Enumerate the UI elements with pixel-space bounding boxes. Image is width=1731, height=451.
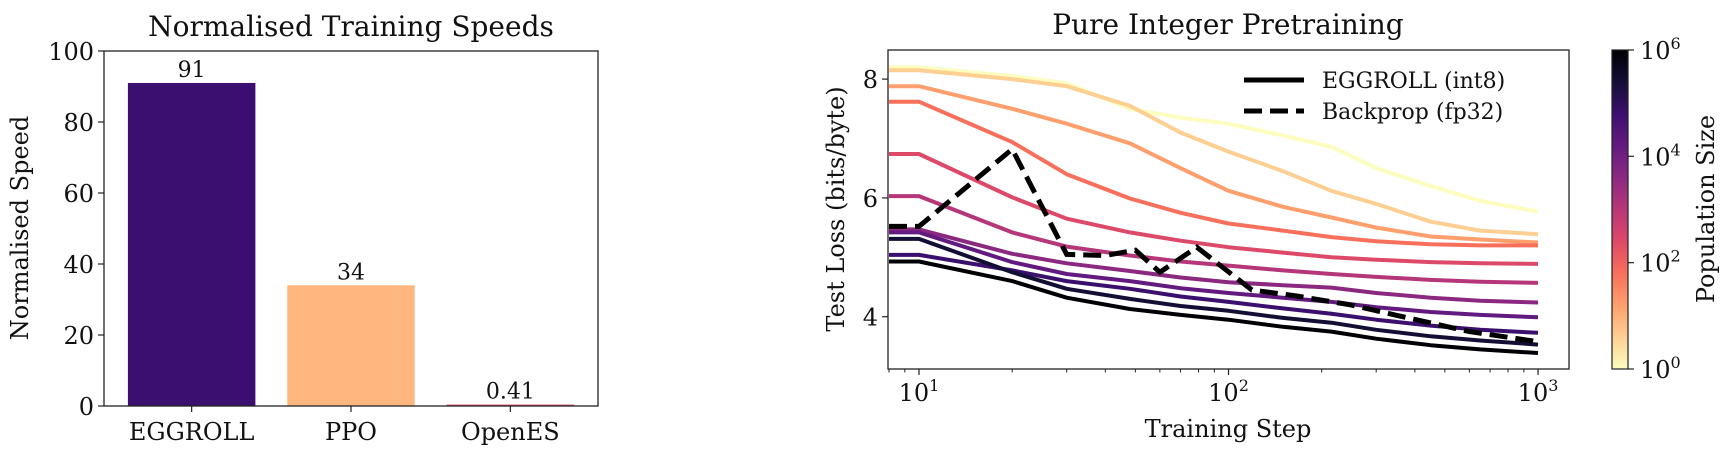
bar-value-label-ppo: 34 xyxy=(337,260,365,285)
x-tick-label-ppo: PPO xyxy=(325,418,377,446)
x-tick-label-openes: OpenES xyxy=(461,418,560,446)
legend: EGGROLL (int8) Backprop (fp32) xyxy=(1244,69,1505,125)
x-tick-label-base: 10 xyxy=(1208,379,1239,407)
colorbar-tick-label-exponent: 0 xyxy=(1671,353,1681,372)
colorbar-tick-label-exponent: 2 xyxy=(1671,247,1681,266)
line-chart-y-axis-label: Test Loss (bits/byte) xyxy=(822,86,850,331)
x-tick-label-base: 10 xyxy=(899,379,930,407)
eggroll-line-pop-64 xyxy=(889,99,1538,248)
bar-chart-y-axis-label: Normalised Speed xyxy=(6,116,34,340)
line-chart-title: Pure Integer Pretraining xyxy=(1052,8,1404,41)
eggroll-line-pop-1024 xyxy=(889,194,1539,285)
eggroll-line-pop-16384 xyxy=(889,230,1539,320)
colorbar-tick-label-base: 10 xyxy=(1640,250,1671,278)
y-tick-label: 8 xyxy=(863,66,878,94)
x-tick-label: 103 xyxy=(1518,376,1559,407)
colorbar-tick-label: 104 xyxy=(1640,140,1681,171)
eggroll-line-pop-65536 xyxy=(889,252,1539,335)
bar-chart-frame xyxy=(103,50,599,407)
colorbar-tick-label: 106 xyxy=(1640,34,1681,65)
bar-value-label-openes: 0.41 xyxy=(486,380,535,405)
backprop-line xyxy=(889,145,1539,345)
y-tick-label: 60 xyxy=(63,180,94,208)
y-tick-label: 40 xyxy=(63,251,94,279)
legend-label: EGGROLL (int8) xyxy=(1322,69,1505,94)
bar-chart-title: Normalised Training Speeds xyxy=(148,10,554,43)
y-tick-label: 6 xyxy=(863,185,878,213)
legend-label: Backprop (fp32) xyxy=(1322,100,1503,125)
eggroll-line-pop-1048576 xyxy=(889,259,1539,355)
y-tick-label: 0 xyxy=(79,393,94,421)
y-tick-label: 100 xyxy=(48,38,94,66)
colorbar-tick-label-base: 10 xyxy=(1640,143,1671,171)
x-tick-label: 101 xyxy=(899,376,940,407)
colorbar-tick-label: 102 xyxy=(1640,247,1681,278)
x-tick-label-exponent: 1 xyxy=(929,376,939,395)
eggroll-line-pop-16 xyxy=(889,84,1539,245)
colorbar-gradient xyxy=(1611,49,1629,370)
colorbar-label: Population Size xyxy=(1692,115,1720,303)
eggroll-line-pop-256 xyxy=(889,152,1539,266)
x-tick-label: 102 xyxy=(1208,376,1249,407)
colorbar-tick-label-base: 10 xyxy=(1640,356,1671,384)
colorbar-tick-label-base: 10 xyxy=(1640,37,1671,65)
colorbar-tick-label-exponent: 6 xyxy=(1671,34,1681,53)
y-tick-label: 80 xyxy=(63,109,94,137)
colorbar-tick-label: 100 xyxy=(1640,353,1681,384)
x-tick-label-exponent: 2 xyxy=(1239,376,1249,395)
colorbar-tick-label-exponent: 4 xyxy=(1671,140,1681,159)
bar-eggroll xyxy=(127,82,256,406)
bar-value-label-eggroll: 91 xyxy=(178,58,206,83)
eggroll-line-pop-1 xyxy=(889,65,1539,214)
eggroll-line-pop-4 xyxy=(889,68,1539,237)
x-tick-label-exponent: 3 xyxy=(1548,376,1558,395)
line-chart: Pure Integer Pretraining Test Loss (bits… xyxy=(822,8,1570,443)
x-tick-label-base: 10 xyxy=(1518,379,1549,407)
bar-openes xyxy=(446,404,575,407)
x-tick-label-eggroll: EGGROLL xyxy=(129,418,255,446)
eggroll-line-pop-262144 xyxy=(889,236,1539,347)
y-tick-label: 4 xyxy=(863,304,878,332)
bar-chart: Normalised Training Speeds Normalised Sp… xyxy=(6,10,599,446)
bar-ppo xyxy=(287,285,415,406)
eggroll-line-pop-4096 xyxy=(889,227,1539,305)
y-tick-label: 20 xyxy=(63,322,94,350)
line-chart-x-axis-label: Training Step xyxy=(1145,415,1312,443)
line-chart-frame xyxy=(887,49,1570,370)
